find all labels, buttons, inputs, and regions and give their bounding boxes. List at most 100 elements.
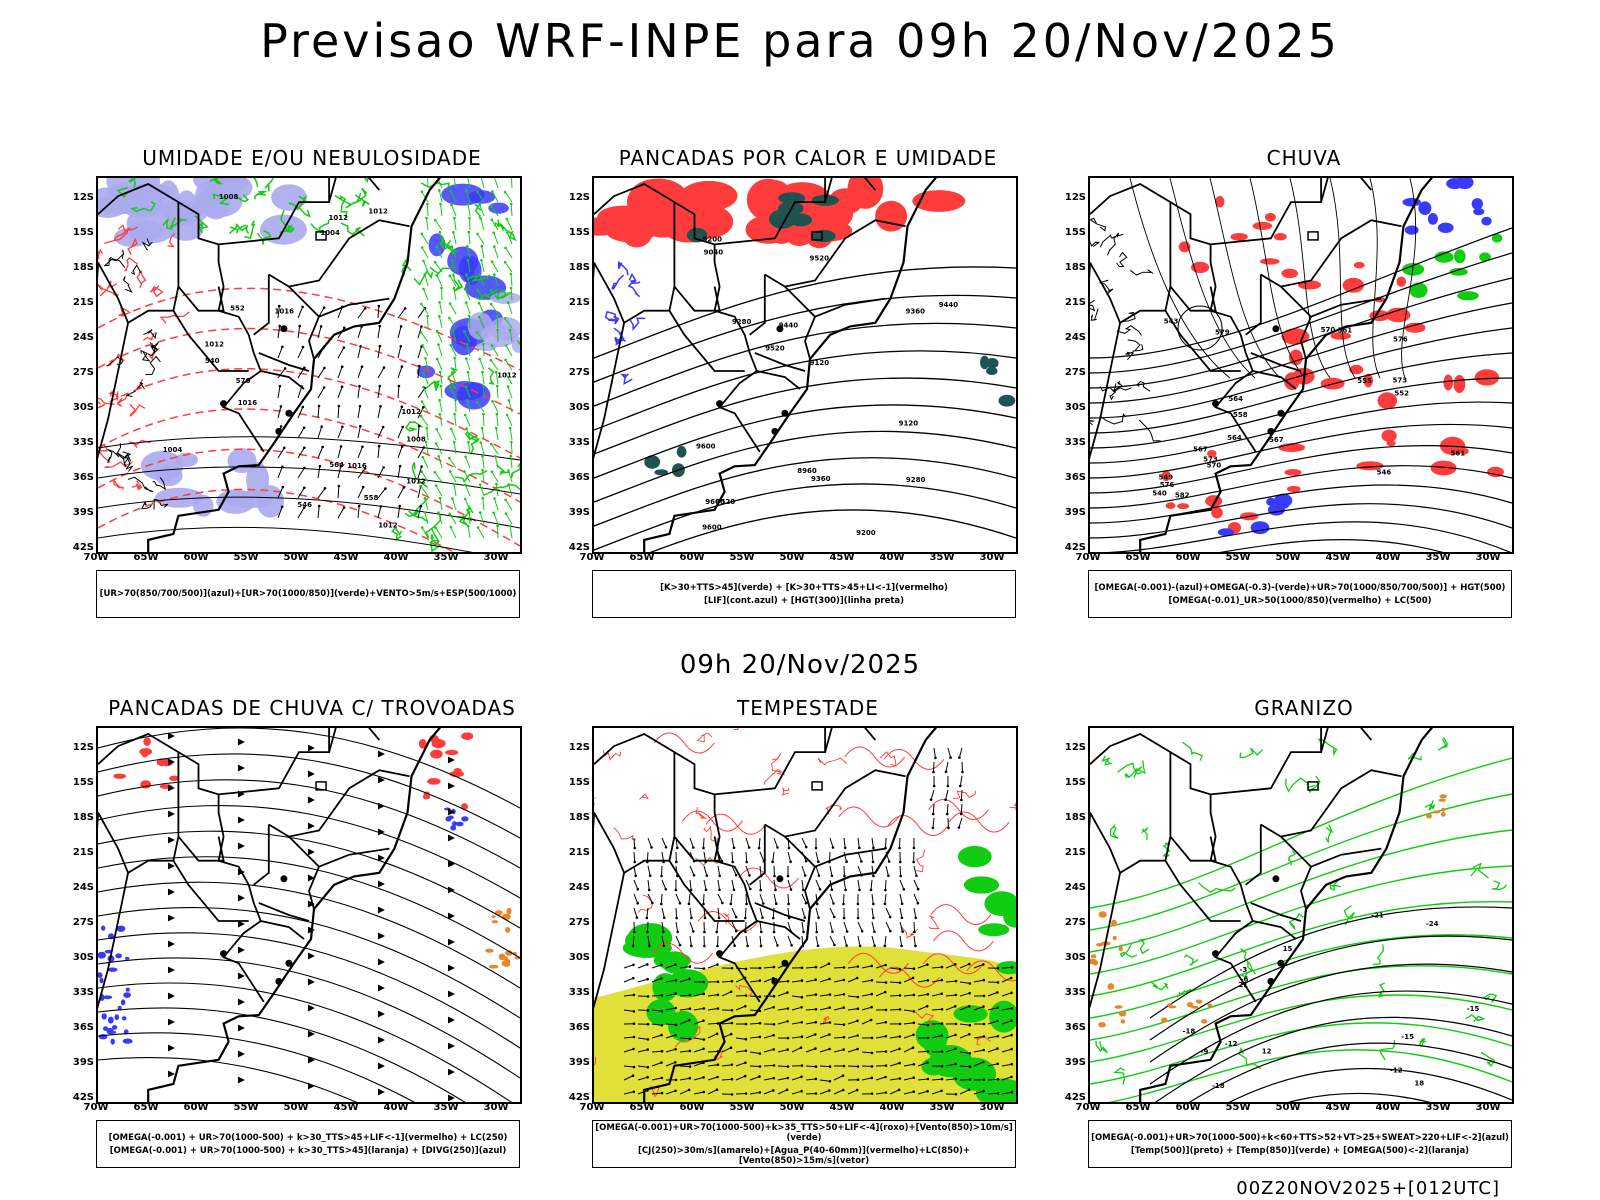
wind-vector-green: [507, 302, 513, 315]
wind-vector: [1001, 966, 1013, 969]
wind-vector: [357, 426, 361, 439]
wind-vector: [397, 466, 401, 479]
streamline: [1369, 178, 1381, 379]
wind-vector: [661, 907, 665, 918]
wind-vector: [856, 1007, 860, 1010]
wind-vector: [945, 994, 956, 997]
wind-vector: [889, 1008, 901, 1011]
wind-vector: [357, 406, 361, 419]
wind-vector-green: [476, 331, 485, 343]
contour-label: 570: [1207, 462, 1222, 470]
wind-vector-green: [450, 203, 453, 207]
wind-vector: [926, 1089, 929, 1093]
wind-vector: [277, 447, 285, 459]
wind-vector: [883, 944, 887, 948]
wind-vector: [1010, 1019, 1013, 1023]
lat-tick-label: 30S: [568, 952, 590, 963]
wind-vector: [833, 966, 845, 969]
contour-label: 9520: [765, 345, 785, 353]
wind-vector-green: [433, 260, 437, 264]
precip-water-contour: [848, 952, 909, 974]
wind-vector-green: [450, 427, 453, 431]
streamline-arrowhead: [307, 1030, 315, 1038]
wind-vector-green: [453, 218, 457, 231]
lc850-contour: [781, 787, 790, 796]
divergence-area-blue: [98, 951, 106, 959]
wind-vector: [847, 1020, 858, 1025]
wind-vector-green: [466, 370, 470, 374]
contour-label: 546: [297, 501, 312, 509]
wind-vector: [301, 305, 304, 309]
streamline-arrowhead: [237, 764, 245, 772]
wind-vector: [357, 326, 363, 339]
wind-vector: [317, 466, 321, 479]
lif-contour-blue: [611, 274, 625, 290]
wind-vector: [973, 1049, 984, 1053]
wind-vector: [651, 1034, 662, 1039]
omega-area-orange: [1207, 1003, 1213, 1008]
wind-vector: [381, 425, 385, 429]
humidity-contour-green: [404, 509, 419, 518]
wind-vector: [786, 991, 789, 994]
border-line: [1090, 262, 1166, 325]
wind-vector: [996, 1034, 1000, 1038]
wind-vector-green: [476, 232, 479, 236]
wind-vector: [735, 1075, 746, 1081]
wind-vector: [718, 888, 721, 892]
temp850-contour: [1407, 752, 1422, 761]
wind-vector: [929, 798, 933, 801]
divergence-area-blue: [101, 925, 106, 931]
wind-vector: [632, 963, 635, 967]
temp850-contour: [1325, 824, 1334, 843]
wind-vector: [933, 761, 935, 773]
wind-vector: [883, 990, 887, 994]
wind-vector: [773, 879, 776, 890]
wind-vector: [417, 307, 426, 319]
wind-vector: [382, 366, 386, 369]
border-line: [756, 370, 801, 390]
wind-vector-green: [466, 400, 471, 413]
wind-vector: [398, 464, 402, 468]
wind-vector-green: [424, 498, 429, 511]
rain-area-blue: [1250, 521, 1270, 535]
wind-vector: [954, 963, 957, 966]
streamline-250: [98, 728, 520, 809]
contour-label: -21: [1371, 912, 1384, 920]
wind-vector: [730, 979, 734, 983]
wind-vector: [932, 770, 935, 774]
wind-vector: [674, 1089, 677, 1093]
wind-vector: [871, 893, 874, 904]
divergence-area-blue: [120, 999, 126, 1006]
wind-vector: [637, 1076, 648, 1081]
wind-vector-green: [506, 385, 510, 388]
border-line: [218, 728, 337, 796]
wind-vector: [959, 775, 963, 786]
wind-vector: [912, 860, 915, 864]
wind-vector-green: [504, 344, 508, 347]
brasilia-box: [315, 781, 327, 791]
wind-vector: [889, 981, 901, 984]
streamline-arrowhead: [377, 828, 385, 836]
legend-line-1: [K>30+TTS>45](verde) + [K>30+TTS>45+LI<-…: [660, 582, 948, 593]
wind-vector: [702, 846, 705, 850]
wind-vector-green: [420, 470, 424, 474]
humidity-contour-green: [354, 194, 370, 207]
wind-vector: [791, 980, 802, 983]
wind-vector: [930, 789, 935, 800]
wind-vector-green: [424, 274, 429, 287]
wind-vector-green: [491, 219, 499, 231]
wind-vector: [715, 1032, 719, 1036]
temp500-contour: [1149, 990, 1512, 1085]
wind-vector: [662, 930, 665, 934]
humidity-contour-green: [229, 224, 247, 234]
temp850-contour: [1329, 880, 1341, 891]
wind-vector: [898, 1047, 901, 1051]
thickness-contour-red: [104, 226, 139, 245]
wind-vector-green: [438, 370, 442, 374]
wind-vector: [791, 995, 802, 998]
wind-vector: [786, 1076, 790, 1080]
wind-vector: [337, 485, 340, 499]
wind-vector-green: [419, 485, 423, 488]
wind-vector: [872, 874, 875, 878]
lat-tick-label: 42S: [568, 542, 590, 553]
